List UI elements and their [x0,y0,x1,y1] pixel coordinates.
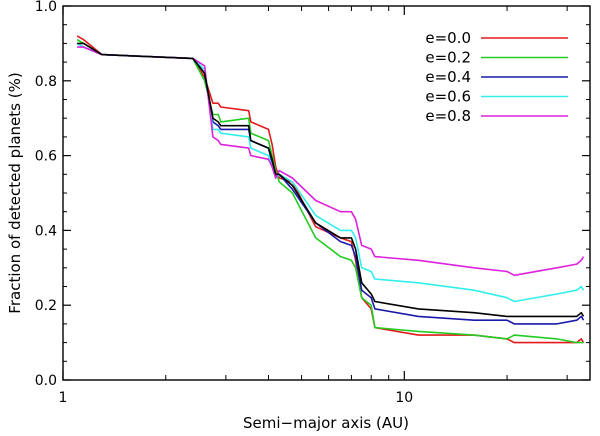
y-tick-label: 1.0 [35,0,57,15]
x-axis-tick-labels: 1 10 [59,390,414,406]
legend: e=0.0 e=0.2e=0.4 e=0.6e=0.8 [425,29,568,125]
legend-label: e=0.0 [425,29,471,47]
series-line-e-0-6 [76,42,585,303]
y-tick-label: 0.2 [35,298,57,314]
x-axis-label: Semi−major axis (AU) [243,414,409,432]
x-axis-ticks [62,6,568,380]
legend-label: e=0.4 [425,68,471,86]
y-axis-tick-labels: 0.0 0.2 0.4 0.6 0.8 1.0 [35,0,57,389]
y-axis-ticks [63,5,590,381]
series-line-e-0-0 [76,35,585,344]
series-line-mean [77,42,585,318]
legend-label: e=0.2 [425,49,471,67]
x-tick-label: 10 [395,390,413,406]
y-tick-label: 0.8 [35,74,57,90]
legend-label: e=0.6 [425,88,471,106]
x-tick-label: 1 [59,390,68,406]
y-tick-label: 0.0 [35,373,57,389]
series-layer [76,35,585,344]
y-axis-label: Fraction of detected planets (%) [6,72,24,313]
series-line-e-0-4 [76,42,585,325]
legend-label: e=0.8 [425,107,471,125]
y-tick-label: 0.4 [35,223,57,239]
series-line-e-0-8 [77,46,585,277]
plot-frame [62,5,591,381]
y-tick-label: 0.6 [35,149,57,165]
